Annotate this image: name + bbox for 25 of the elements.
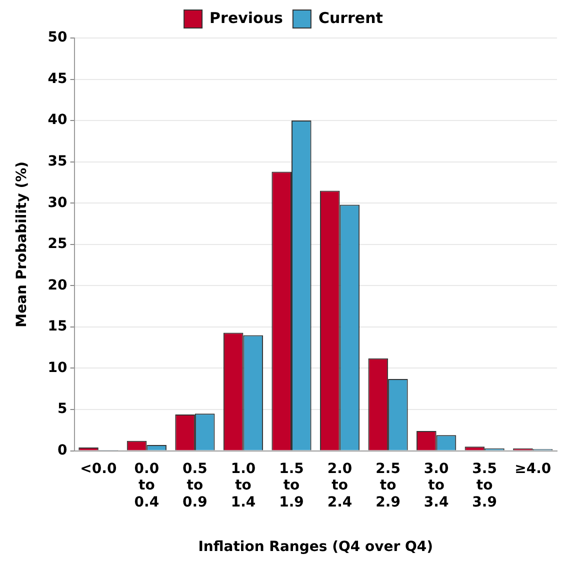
y-tick-label: 10 <box>48 360 68 376</box>
x-tick-label: 1.5 to 1.9 <box>279 460 304 510</box>
y-tick-label: 20 <box>48 277 68 294</box>
y-tick-label: 25 <box>48 236 68 252</box>
y-tick-label: 45 <box>48 70 68 87</box>
legend-label: Current <box>318 8 383 27</box>
y-tick-label: 50 <box>48 30 68 46</box>
x-tick-label: 0.0 to 0.4 <box>134 460 160 510</box>
y-tick-label: 35 <box>48 153 68 170</box>
y-tick-label: 30 <box>48 194 68 211</box>
legend-label: Previous <box>210 8 284 27</box>
x-tick-label: 3.5 to 3.9 <box>472 460 497 510</box>
x-tick-label: 0.5 to 0.9 <box>182 460 208 510</box>
x-tick-label: 1.0 to 1.4 <box>230 460 256 510</box>
y-tick-label: 15 <box>48 318 68 335</box>
x-tick-label: <0.0 <box>80 460 117 477</box>
y-tick-label: 5 <box>58 401 68 418</box>
y-tick-label: 40 <box>48 112 68 128</box>
x-tick-label: 3.0 to 3.4 <box>424 460 449 510</box>
y-tick-label: 0 <box>58 442 68 458</box>
x-tick-label: 2.5 to 2.9 <box>376 460 400 510</box>
y-axis-title: Mean Probability (%) <box>14 161 30 328</box>
x-axis-title: Inflation Ranges (Q4 over Q4) <box>198 539 434 556</box>
x-tick-label: 2.0 to 2.4 <box>327 460 352 510</box>
x-tick-label: ≥4.0 <box>514 460 552 477</box>
